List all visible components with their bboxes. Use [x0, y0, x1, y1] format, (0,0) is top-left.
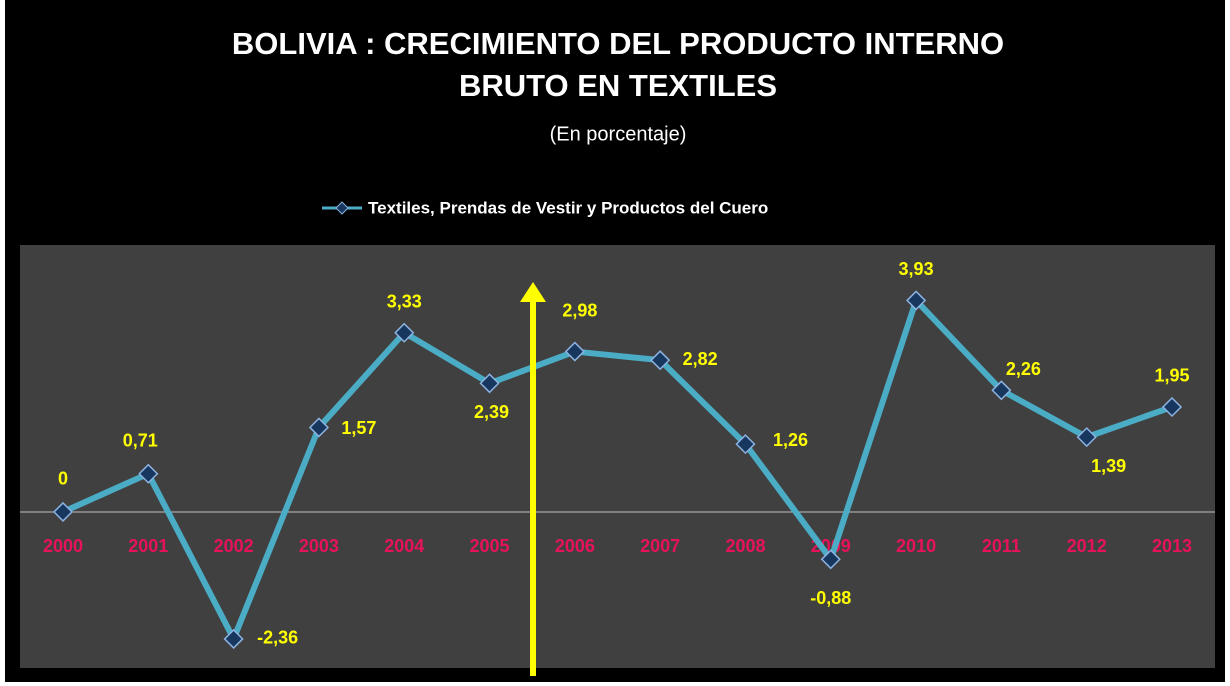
data-point [735, 434, 756, 455]
data-point [138, 463, 159, 484]
x-tick-label: 2007 [640, 536, 680, 556]
annotation-arrow [520, 282, 546, 676]
x-tick-label: 2000 [43, 536, 83, 556]
data-point [991, 380, 1012, 401]
data-point [1161, 396, 1183, 418]
data-point [479, 373, 500, 394]
data-point [52, 501, 74, 522]
chart-subtitle: (En porcentaje) [550, 123, 687, 145]
x-tick-label: 2011 [982, 536, 1021, 556]
data-point [308, 417, 329, 438]
chart-title: BRUTO EN TEXTILES [459, 68, 777, 103]
arrow-head [520, 282, 546, 302]
x-tick-label: 2004 [384, 536, 424, 556]
data-label: 3,33 [387, 291, 422, 311]
data-point [906, 290, 927, 311]
data-point [820, 549, 841, 570]
data-label: 2,82 [683, 349, 718, 369]
data-label: 1,39 [1091, 456, 1126, 476]
data-label: -2,36 [257, 628, 298, 648]
data-label: 1,57 [341, 418, 376, 438]
series-line [61, 297, 1173, 642]
data-label: 0 [58, 469, 68, 489]
data-label: 0,71 [123, 430, 158, 450]
legend: Textiles, Prendas de Vestir y Productos … [322, 198, 768, 217]
x-tick-label: 2012 [1067, 536, 1107, 556]
data-point [394, 322, 415, 343]
data-label: 2,39 [474, 402, 509, 422]
chart-title: BOLIVIA : CRECIMIENTO DEL PRODUCTO INTER… [232, 26, 1004, 61]
x-tick-label: 2003 [299, 536, 339, 556]
plot-area [20, 245, 1215, 668]
x-tick-label: 2010 [896, 536, 936, 556]
data-label: 3,93 [899, 259, 934, 279]
data-label: 1,26 [773, 430, 808, 450]
x-tick-label: 2002 [214, 536, 254, 556]
legend-marker [335, 201, 349, 215]
data-label: 2,98 [562, 300, 597, 320]
legend-label: Textiles, Prendas de Vestir y Productos … [368, 198, 768, 217]
data-point [223, 628, 244, 649]
x-tick-label: 2013 [1152, 536, 1192, 556]
x-tick-label: 2005 [470, 536, 510, 556]
data-label: -0,88 [810, 588, 851, 608]
x-tick-label: 2001 [128, 536, 168, 556]
data-point [564, 341, 585, 362]
x-tick-label: 2008 [725, 536, 765, 556]
data-label: 2,26 [1006, 359, 1041, 379]
data-label: 1,95 [1154, 366, 1189, 386]
data-point [650, 350, 671, 371]
data-point [1076, 427, 1097, 448]
x-tick-label: 2006 [555, 536, 595, 556]
